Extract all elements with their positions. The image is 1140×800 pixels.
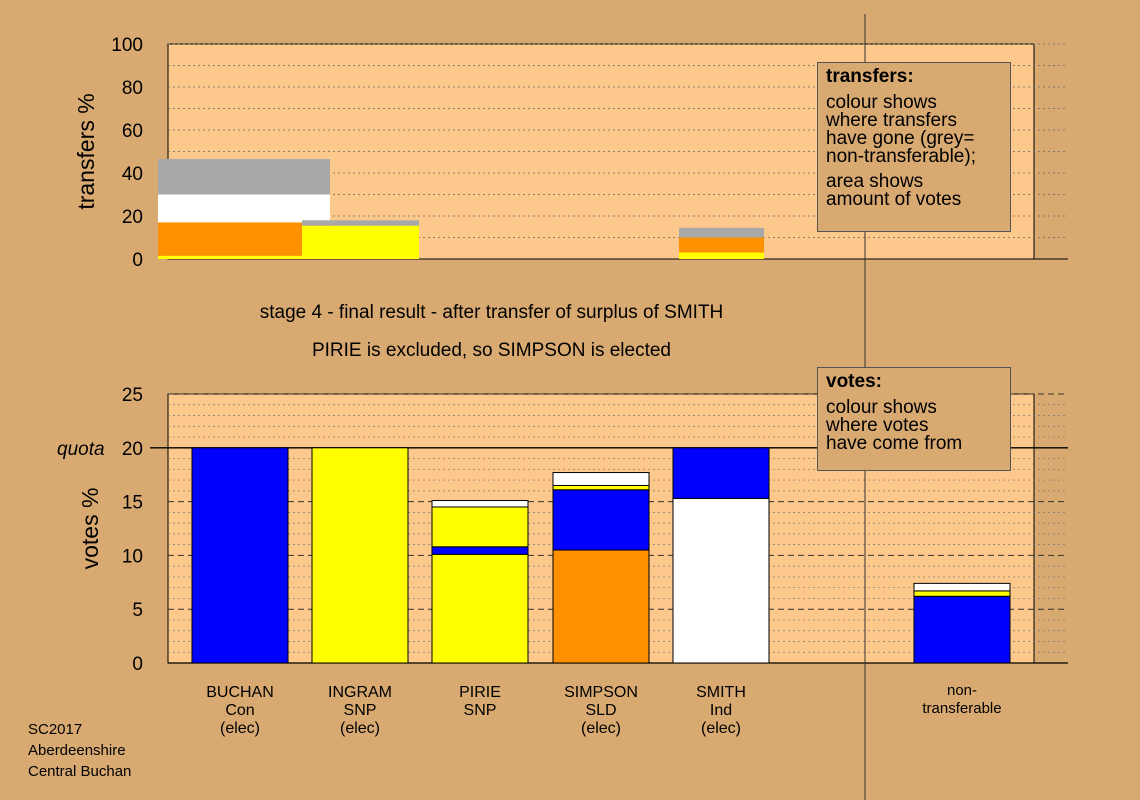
transfer-bar-smith-non-transferable [679,227,764,238]
legend-transfers: transfers: colour shows where transfers … [817,62,1011,232]
vote-bar-simpson-con [552,489,650,551]
category-label: SNP [464,702,497,719]
corner-line: Aberdeenshire [28,742,126,759]
transfer-bar-ingram-non-transferable [302,220,419,226]
vote-bar-ingram-snp [311,447,409,664]
transfer-bar-buchan-sld [158,222,330,256]
transfer-bar-ingram-snp [302,225,419,259]
corner-caption: SC2017 Aberdeenshire Central Buchan [28,719,131,782]
vote-bar-pirie-con [431,546,529,555]
votes-y-tick-label: 0 [132,654,143,675]
legend-text: colour shows [826,92,937,113]
votes-y-tick-label: 20 [122,439,143,460]
category-label: transferable [922,700,1001,717]
category-label: INGRAM [328,684,392,701]
legend-votes-title: votes: [826,371,882,392]
corner-line: Central Buchan [28,763,132,780]
vote-bar-buchan-con [191,447,289,664]
vote-bar-pirie-snp [431,506,529,548]
legend-text: where transfers [826,110,957,131]
vote-bar-smith-ind [672,497,770,664]
transfer-bar-buchan-snp [158,255,330,259]
legend-text: area shows [826,171,924,192]
category-label: Con [225,702,254,719]
category-label: (elec) [220,720,260,737]
transfers-y-tick-label: 0 [132,250,143,271]
vote-bar-pirie-ind [431,500,529,508]
legend-text: amount of votes [826,189,962,210]
vote-bar-pirie-snp [431,553,529,664]
category-label: BUCHAN [206,684,274,701]
votes-y-axis-label: votes % [77,488,103,570]
transfer-bar-buchan-ind [158,194,330,223]
transfer-bar-smith-snp [679,252,764,259]
vote-bar-smith-con [672,447,770,499]
stage-subtitle: PIRIE is excluded, so SIMPSON is elected [311,340,672,361]
transfers-y-tick-label: 20 [122,207,143,228]
category-label: SLD [585,702,616,719]
vote-bar-simpson-ind [552,472,650,486]
transfers-y-tick-label: 100 [111,35,143,56]
votes-y-tick-label: 25 [122,385,143,406]
vote-bar-non-ind [913,582,1011,592]
category-label: non- [947,682,977,699]
transfer-bar-buchan-non-transferable [158,159,330,195]
transfer-bar-smith-sld [679,237,764,253]
category-label: PIRIE [459,684,501,701]
legend-text: have gone (grey= [826,128,975,149]
category-label: SMITH [696,684,746,701]
legend-votes: votes: colour shows where votes have com… [817,367,1011,471]
vote-bar-non-snp [913,590,1011,597]
legend-text: non-transferable); [826,146,976,167]
transfers-y-axis-label: transfers % [73,93,99,209]
vote-bar-simpson-sld [552,549,650,664]
votes-y-tick-label: 5 [132,600,143,621]
category-label: SNP [344,702,377,719]
votes-y-tick-label: 10 [122,546,143,567]
legend-transfers-title: transfers: [826,66,914,87]
transfers-y-tick-label: 40 [122,164,143,185]
stage-title: stage 4 - final result - after transfer … [259,302,724,323]
legend-text: have come from [826,433,963,454]
votes-y-tick-label: 15 [122,493,143,514]
category-label: (elec) [340,720,380,737]
category-label: SIMPSON [564,684,638,701]
vote-bar-simpson-snp [552,484,650,491]
category-label: (elec) [701,720,741,737]
transfers-y-tick-label: 60 [122,121,143,142]
legend-text: where votes [826,415,929,436]
transfers-y-tick-label: 80 [122,78,143,99]
category-label: (elec) [581,720,621,737]
corner-line: SC2017 [28,721,83,738]
quota-label: quota [57,439,105,460]
category-label: Ind [710,702,732,719]
vote-bar-non-con [913,595,1011,664]
legend-text: colour shows [826,397,937,418]
